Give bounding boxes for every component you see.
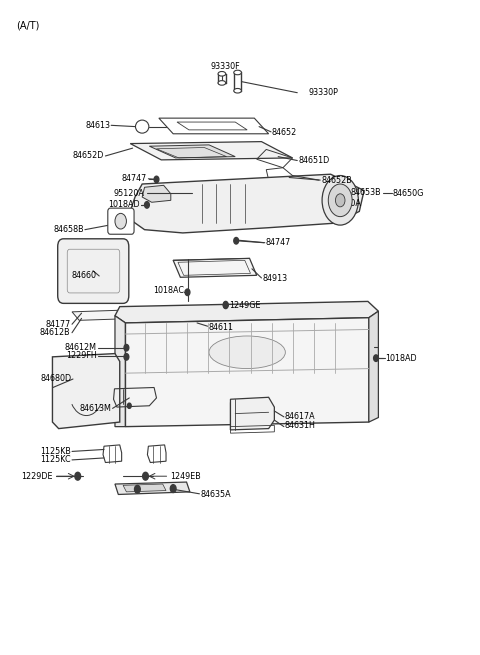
Circle shape xyxy=(170,485,176,493)
Text: 1249EB: 1249EB xyxy=(170,472,201,481)
Polygon shape xyxy=(128,174,364,233)
Ellipse shape xyxy=(209,336,285,369)
Text: 84613: 84613 xyxy=(85,121,110,130)
Text: 1125KB: 1125KB xyxy=(40,447,71,456)
Circle shape xyxy=(143,472,148,480)
Text: 95120A: 95120A xyxy=(114,189,144,198)
Circle shape xyxy=(144,202,149,208)
Text: 93330F: 93330F xyxy=(211,62,240,71)
Polygon shape xyxy=(72,310,137,320)
Circle shape xyxy=(185,289,190,295)
Circle shape xyxy=(124,345,129,351)
Polygon shape xyxy=(125,318,369,426)
FancyBboxPatch shape xyxy=(108,208,134,234)
Circle shape xyxy=(223,301,228,308)
Text: 84635A: 84635A xyxy=(200,490,231,499)
Text: 84660: 84660 xyxy=(72,271,97,280)
Text: 1229FH: 1229FH xyxy=(66,351,97,360)
Ellipse shape xyxy=(218,81,226,85)
Polygon shape xyxy=(115,301,378,323)
Text: 84747: 84747 xyxy=(266,238,291,247)
Circle shape xyxy=(75,472,81,480)
Text: 84652B: 84652B xyxy=(321,176,352,185)
Text: 84611: 84611 xyxy=(208,323,233,332)
Polygon shape xyxy=(115,316,125,426)
Circle shape xyxy=(134,485,140,493)
Polygon shape xyxy=(173,258,257,277)
Text: 84747: 84747 xyxy=(122,174,147,183)
Polygon shape xyxy=(142,185,171,202)
Polygon shape xyxy=(123,484,166,492)
FancyBboxPatch shape xyxy=(58,239,129,303)
Text: 1018AD: 1018AD xyxy=(108,200,140,210)
Text: 95120A: 95120A xyxy=(331,199,361,208)
Polygon shape xyxy=(130,141,292,160)
Text: 84652: 84652 xyxy=(272,128,297,137)
Text: 1229DE: 1229DE xyxy=(22,472,53,481)
Circle shape xyxy=(328,184,352,217)
Text: 84913: 84913 xyxy=(263,274,288,283)
Text: 84613M: 84613M xyxy=(79,404,111,413)
Text: 84650G: 84650G xyxy=(393,189,424,198)
Ellipse shape xyxy=(234,88,241,93)
Text: 1249GE: 1249GE xyxy=(229,301,261,310)
Ellipse shape xyxy=(218,71,226,76)
Polygon shape xyxy=(115,482,190,495)
Text: 84177: 84177 xyxy=(45,320,71,329)
Text: 84631H: 84631H xyxy=(285,421,316,430)
Polygon shape xyxy=(52,354,120,428)
Text: 84651D: 84651D xyxy=(298,156,329,165)
Text: (A/T): (A/T) xyxy=(16,21,39,31)
Circle shape xyxy=(373,355,378,362)
Text: 84653B: 84653B xyxy=(351,188,381,197)
Text: 93330P: 93330P xyxy=(308,88,338,97)
Circle shape xyxy=(336,194,345,207)
Circle shape xyxy=(124,354,129,360)
Circle shape xyxy=(127,403,131,408)
Text: 1125KC: 1125KC xyxy=(40,455,71,464)
Polygon shape xyxy=(369,311,378,422)
Polygon shape xyxy=(149,145,235,158)
Circle shape xyxy=(154,176,159,183)
Circle shape xyxy=(322,176,359,225)
Text: 84612M: 84612M xyxy=(65,343,97,352)
Circle shape xyxy=(115,214,126,229)
Text: 1018AD: 1018AD xyxy=(385,354,417,363)
Text: 84652D: 84652D xyxy=(72,151,104,160)
Circle shape xyxy=(234,238,239,244)
Ellipse shape xyxy=(234,70,241,75)
Text: 1018AC: 1018AC xyxy=(154,286,185,295)
Text: 84612B: 84612B xyxy=(40,328,71,337)
Ellipse shape xyxy=(170,189,184,198)
Polygon shape xyxy=(230,398,275,430)
Text: 84680D: 84680D xyxy=(41,374,72,383)
Text: 84617A: 84617A xyxy=(285,412,315,421)
Circle shape xyxy=(223,302,228,309)
Text: 84658B: 84658B xyxy=(53,225,84,234)
Polygon shape xyxy=(184,189,197,197)
